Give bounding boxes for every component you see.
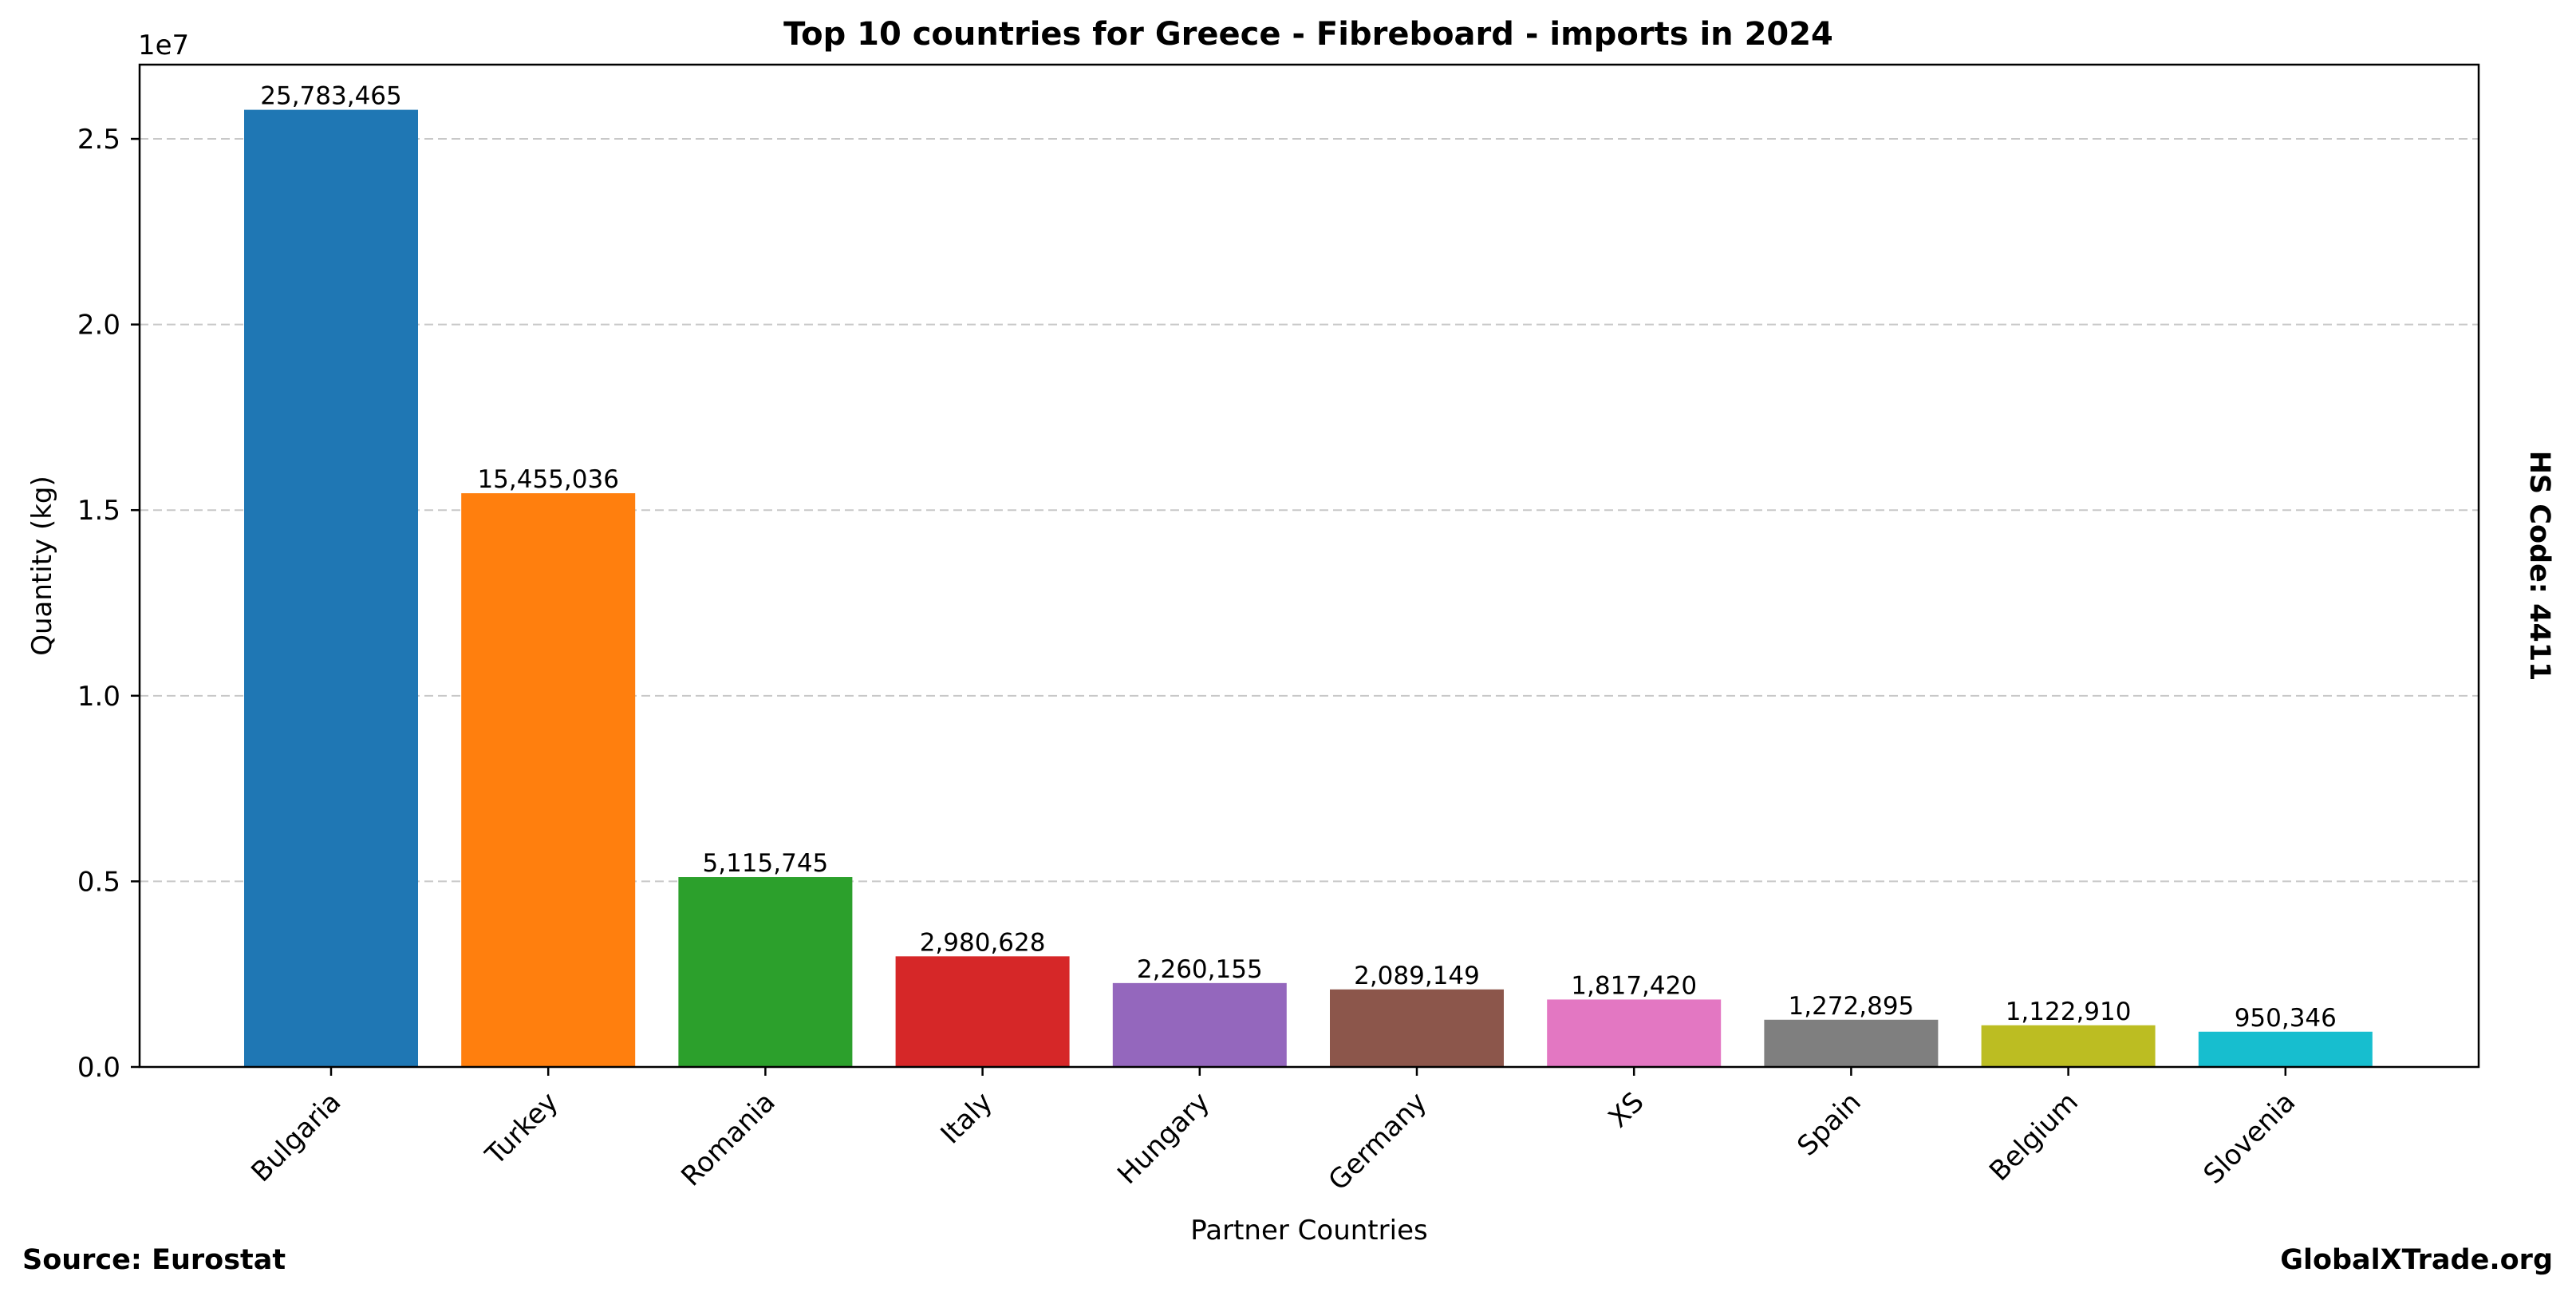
y-axis-label: Quantity (kg): [26, 476, 58, 656]
bars: [244, 109, 2373, 1067]
bar: [1547, 999, 1722, 1067]
y-tick-label: 2.5: [77, 124, 120, 156]
y-axis-ticks: 0.0 0.5 1.0 1.5 2.0 2.5: [77, 124, 140, 1084]
y-tick-label: 1.5: [77, 495, 120, 527]
bar: [2198, 1031, 2373, 1067]
y-axis-offset-label: 1e7: [138, 30, 189, 61]
brand-label: GlobalXTrade.org: [2280, 1244, 2553, 1276]
hs-code-label: HS Code: 4411: [2523, 451, 2555, 682]
y-tick-label: 2.0: [77, 310, 120, 342]
data-labels: 25,783,465 15,455,036 5,115,745 2,980,628 2,…: [260, 82, 2337, 1033]
x-axis-label: Partner Countries: [1190, 1215, 1427, 1247]
y-tick-label: 0.0: [77, 1052, 120, 1084]
gridlines: [140, 138, 2479, 883]
bar-value-label: 2,089,149: [1354, 962, 1480, 990]
bar-value-label: 1,122,910: [2006, 998, 2132, 1026]
plot-frame: [138, 63, 2480, 1069]
bar-value-label: 1,272,895: [1789, 992, 1915, 1021]
bar-value-label: 15,455,036: [477, 465, 619, 494]
bar-value-label: 2,260,155: [1137, 955, 1263, 984]
bar-value-label: 2,980,628: [920, 928, 1046, 957]
bar-value-label: 950,346: [2235, 1004, 2337, 1033]
bar: [1981, 1025, 2156, 1067]
bar-value-label: 1,817,420: [1571, 971, 1697, 1000]
bar: [895, 956, 1070, 1067]
chart-title: Top 10 countries for Greece - Fibreboard…: [783, 16, 1833, 53]
bar: [1764, 1019, 1939, 1067]
bar: [461, 493, 636, 1067]
source-label: Source: Eurostat: [22, 1244, 286, 1276]
bar: [1112, 982, 1287, 1067]
bar: [678, 877, 853, 1067]
bar-value-label: 25,783,465: [260, 82, 402, 111]
bar: [1330, 989, 1504, 1067]
bar-value-label: 5,115,745: [703, 849, 829, 878]
y-tick-label: 1.0: [77, 681, 120, 713]
y-tick-label: 0.5: [77, 866, 120, 898]
bar: [244, 109, 418, 1067]
